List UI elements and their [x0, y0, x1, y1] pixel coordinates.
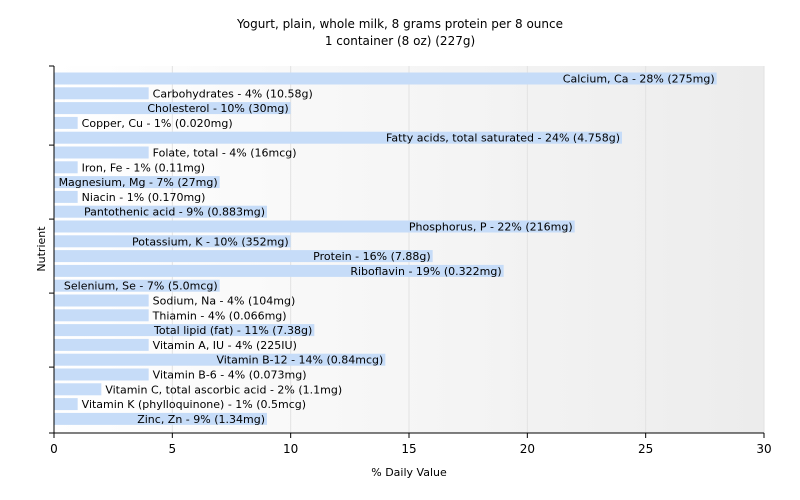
bar-label: Phosphorus, P - 22% (216mg) — [409, 221, 573, 234]
bar-label: Niacin - 1% (0.170mg) — [82, 191, 206, 204]
bar — [54, 353, 386, 366]
bar — [54, 87, 149, 100]
bar — [54, 131, 622, 144]
bar — [54, 72, 717, 85]
bar — [54, 205, 267, 218]
bar-label: Copper, Cu - 1% (0.020mg) — [82, 117, 233, 130]
bar — [54, 338, 149, 351]
x-tick-label: 15 — [401, 442, 416, 456]
bar-label: Potassium, K - 10% (352mg) — [132, 235, 289, 248]
bar — [54, 250, 433, 263]
bars: Calcium, Ca - 28% (275mg) Carbohydrates -… — [54, 72, 717, 426]
bar-label: Total lipid (fat) - 11% (7.38g) — [153, 324, 312, 337]
bar-label: Sodium, Na - 4% (104mg) — [153, 295, 296, 308]
bar-label: Magnesium, Mg - 7% (27mg) — [59, 176, 218, 189]
bar-label: Zinc, Zn - 9% (1.34mg) — [137, 413, 265, 426]
bar — [54, 176, 220, 189]
bar-label: Iron, Fe - 1% (0.11mg) — [82, 161, 205, 174]
bar-label: Cholesterol - 10% (30mg) — [147, 102, 288, 115]
x-tick-label: 10 — [283, 442, 298, 456]
bar — [54, 383, 102, 396]
bar-label: Vitamin A, IU - 4% (225IU) — [153, 339, 297, 352]
bar — [54, 279, 220, 292]
x-tick-label: 30 — [756, 442, 771, 456]
bar-label: Pantothenic acid - 9% (0.883mg) — [84, 206, 265, 219]
x-tick-label: 5 — [169, 442, 177, 456]
bar-label: Folate, total - 4% (16mcg) — [153, 147, 297, 160]
bar — [54, 398, 78, 411]
chart-subtitle: 1 container (8 oz) (227g) — [325, 34, 475, 48]
bar-label: Vitamin B-12 - 14% (0.84mcg) — [216, 354, 383, 367]
bar — [54, 102, 291, 115]
x-tick-label: 25 — [638, 442, 653, 456]
chart-title: Yogurt, plain, whole milk, 8 grams prote… — [236, 17, 563, 31]
bar-label: Protein - 16% (7.88g) — [313, 250, 431, 263]
bar — [54, 309, 149, 322]
bar — [54, 368, 149, 381]
bar — [54, 294, 149, 307]
bar — [54, 264, 504, 277]
x-tick-label: 20 — [520, 442, 535, 456]
bar-label: Fatty acids, total saturated - 24% (4.75… — [386, 132, 620, 145]
bar-label: Vitamin C, total ascorbic acid - 2% (1.1… — [105, 383, 342, 396]
bar-label: Vitamin B-6 - 4% (0.073mg) — [153, 369, 307, 382]
bar — [54, 235, 291, 248]
bar-label: Thiamin - 4% (0.066mg) — [152, 309, 287, 322]
bar — [54, 146, 149, 159]
bar — [54, 116, 78, 129]
bar-label: Calcium, Ca - 28% (275mg) — [563, 73, 715, 86]
x-tick-label: 0 — [50, 442, 58, 456]
axes: 0 5 10 15 20 25 30 — [49, 65, 772, 456]
y-axis-label: Nutrient — [35, 226, 48, 272]
bar — [54, 190, 78, 203]
bar — [54, 220, 575, 233]
bar-label: Vitamin K (phylloquinone) - 1% (0.5mcg) — [82, 398, 306, 411]
bar-label: Carbohydrates - 4% (10.58g) — [153, 87, 313, 100]
bar-label: Selenium, Se - 7% (5.0mcg) — [64, 280, 218, 293]
bar — [54, 412, 267, 425]
x-axis-label: % Daily Value — [371, 466, 447, 479]
bar — [54, 324, 315, 337]
bar-label: Riboflavin - 19% (0.322mg) — [350, 265, 501, 278]
grid-lines — [171, 66, 765, 433]
bar — [54, 161, 78, 174]
